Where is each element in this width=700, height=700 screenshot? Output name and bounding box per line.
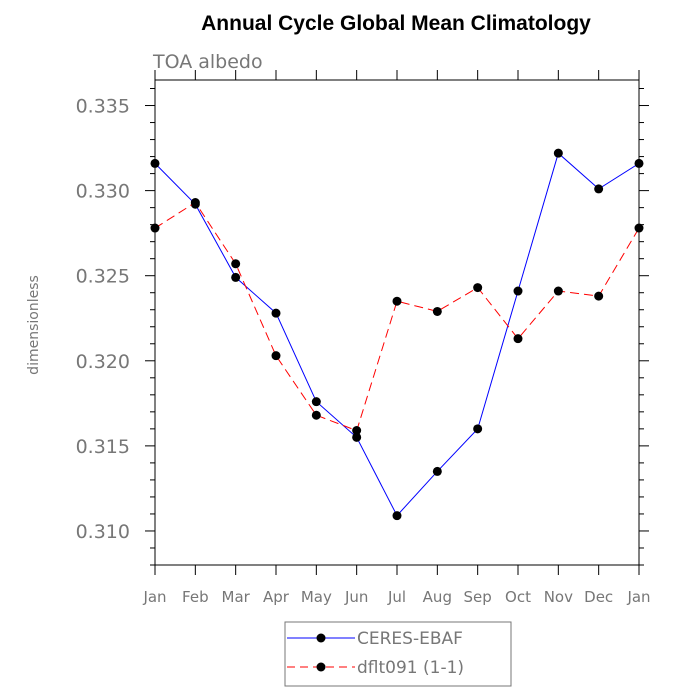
chart-title: Annual Cycle Global Mean Climatology [201, 12, 591, 35]
data-point [513, 286, 523, 296]
data-point [473, 424, 483, 434]
x-tick-label: Apr [263, 588, 290, 606]
series-line-ceres-ebaf [154, 152, 640, 517]
data-point [553, 148, 563, 158]
data-point [190, 198, 200, 208]
data-point [271, 308, 281, 318]
data-point [392, 296, 402, 306]
y-tick-label: 0.335 [76, 96, 130, 118]
data-point [473, 283, 483, 293]
data-point [271, 351, 281, 361]
data-point [311, 397, 321, 407]
x-tick-label: Nov [544, 588, 573, 606]
legend-label-dflt091: dflt091 (1-1) [357, 658, 464, 678]
data-point [231, 272, 241, 282]
y-tick-label: 0.320 [76, 351, 130, 373]
data-point [352, 432, 362, 442]
y-tick-label: 0.310 [76, 521, 130, 543]
data-point [594, 291, 604, 301]
x-tick-label: Jan [142, 588, 166, 606]
data-point [553, 286, 563, 296]
data-point [513, 334, 523, 344]
plot-frame [154, 79, 640, 566]
data-point [432, 306, 442, 316]
data-point [352, 426, 362, 436]
x-tick-label: Oct [505, 588, 531, 606]
chart-subtitle: TOA albedo [152, 51, 263, 73]
legend: CERES-EBAF dflt091 (1-1) [284, 621, 512, 687]
data-point [392, 511, 402, 521]
series-line-dflt091 [154, 201, 640, 432]
data-point [594, 184, 604, 194]
x-tick-label: Jul [387, 588, 406, 606]
x-tick-label: May [301, 588, 332, 606]
legend-marker-dflt091 [316, 662, 326, 672]
legend-label-ceres: CERES-EBAF [357, 629, 463, 649]
y-tick-label: 0.315 [76, 436, 130, 458]
y-axis-label: dimensionless [26, 275, 42, 375]
x-tick-label: Feb [182, 588, 209, 606]
x-tick-label: Jun [344, 588, 368, 606]
legend-box [284, 621, 512, 687]
data-point [231, 259, 241, 269]
y-tick-label: 0.330 [76, 181, 130, 203]
legend-marker-ceres [316, 633, 326, 643]
x-tick-label: Dec [584, 588, 613, 606]
y-tick-label: 0.325 [76, 266, 130, 288]
data-point [432, 466, 442, 476]
x-tick-label: Aug [423, 588, 452, 606]
x-tick-label: Jan [626, 588, 650, 606]
x-tick-label: Mar [222, 588, 251, 606]
x-tick-label: Sep [464, 588, 492, 606]
data-point [311, 410, 321, 420]
